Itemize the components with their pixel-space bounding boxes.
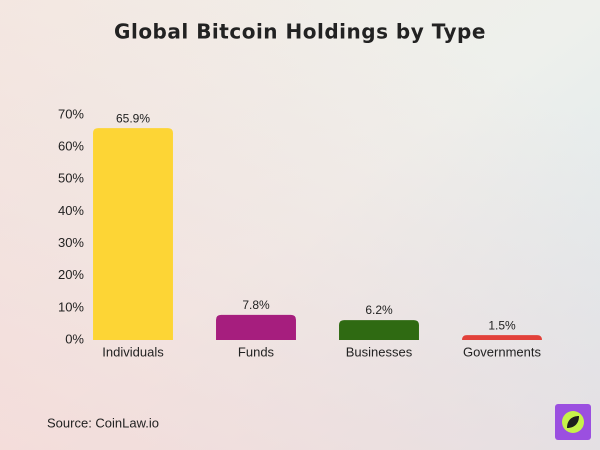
y-tick-label: 0% xyxy=(65,331,84,346)
data-label: 65.9% xyxy=(116,111,150,125)
y-tick-label: 30% xyxy=(58,235,84,250)
bar xyxy=(339,320,419,340)
x-tick-label: Governments xyxy=(463,344,542,359)
y-tick-label: 50% xyxy=(58,171,84,186)
data-label: 6.2% xyxy=(365,303,393,317)
y-tick-label: 40% xyxy=(58,203,84,218)
x-tick-label: Funds xyxy=(238,344,275,359)
bar xyxy=(462,335,542,340)
chart-title: Global Bitcoin Holdings by Type xyxy=(114,20,486,44)
y-tick-label: 60% xyxy=(58,139,84,154)
bar xyxy=(93,128,173,340)
source: Source: CoinLaw.io xyxy=(47,415,159,430)
data-label: 7.8% xyxy=(242,298,270,312)
bar xyxy=(216,314,296,340)
y-tick-label: 20% xyxy=(58,267,84,282)
x-tick-label: Individuals xyxy=(102,344,164,359)
data-label: 1.5% xyxy=(488,318,516,332)
y-tick-label: 10% xyxy=(58,299,84,314)
logo xyxy=(555,404,591,440)
y-tick-label: 70% xyxy=(58,106,84,121)
x-tick-label: Businesses xyxy=(346,344,413,359)
